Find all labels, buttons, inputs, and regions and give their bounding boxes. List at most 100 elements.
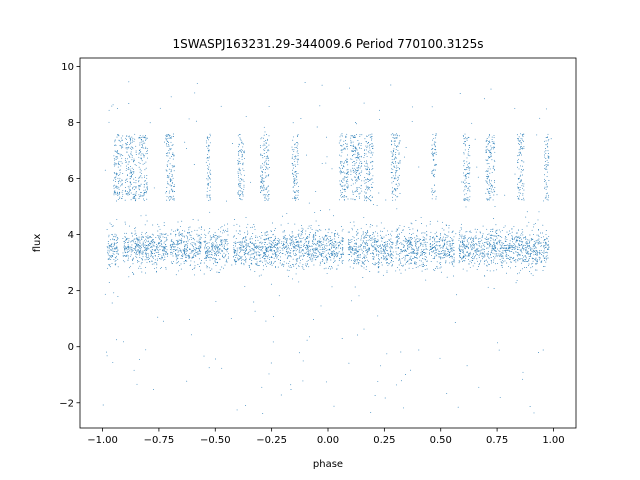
data-point [376,253,378,255]
data-point [250,250,252,252]
data-point [528,253,530,255]
data-point [432,250,434,252]
data-point [265,188,267,190]
data-point [466,246,468,248]
data-point [500,264,502,266]
data-point [408,241,410,243]
data-point [306,253,308,255]
data-point [287,222,289,224]
data-point [470,246,472,248]
data-point [237,176,239,178]
data-point [169,135,171,137]
data-point [208,169,210,171]
data-point [148,253,150,255]
data-point [139,151,141,153]
data-point [135,198,137,200]
data-point [180,250,182,252]
data-point [401,232,403,234]
data-point [186,238,188,240]
data-point [131,248,133,250]
data-point [167,183,168,185]
data-point [134,246,136,248]
data-point [254,244,256,246]
data-point [209,250,211,252]
data-point [170,179,172,181]
data-point [132,263,134,265]
data-point [542,270,544,272]
data-point [268,237,270,239]
data-point [243,254,245,256]
data-point [299,237,301,239]
data-point [148,257,150,259]
data-point [267,156,269,158]
data-point [285,245,287,247]
data-point [208,246,210,248]
data-point [165,234,167,236]
data-point [290,250,292,252]
data-point [275,237,276,239]
data-point [264,156,266,158]
data-point [237,160,239,161]
data-point [391,258,393,259]
data-point [307,248,309,250]
data-point [387,250,389,252]
data-point [269,264,271,266]
data-point [349,247,351,249]
data-point [264,232,266,234]
data-point [142,140,144,142]
data-point [107,252,109,254]
data-point [459,234,461,235]
data-point [320,253,322,255]
data-point [334,250,335,252]
data-point [130,246,132,248]
data-point [426,249,428,250]
data-point [448,248,450,250]
data-point [179,249,181,251]
data-point [500,261,502,263]
data-point [247,245,249,247]
data-point [238,153,240,155]
data-point [247,230,249,232]
data-point [134,164,136,166]
data-point [115,157,117,159]
data-point [290,256,292,258]
data-point [348,231,350,233]
data-point [170,171,172,173]
data-point [330,236,331,238]
data-point [243,246,245,247]
data-point [407,260,409,262]
data-point [198,246,200,248]
data-point [162,233,164,235]
data-point [261,235,263,236]
data-point [380,245,381,247]
data-point [298,265,299,267]
data-point [405,250,407,252]
data-point [239,169,240,171]
data-point [260,237,262,239]
data-point [313,251,315,253]
data-point [395,251,397,253]
data-point [195,255,197,256]
data-point [544,257,546,259]
data-point [513,260,515,262]
data-point [536,253,538,254]
data-point [298,244,300,246]
data-point [147,157,148,159]
data-point [491,262,492,264]
data-point [128,225,130,227]
data-point [138,156,140,158]
data-point [512,247,514,248]
data-point [282,249,284,251]
data-point [461,240,463,242]
data-point [327,249,329,251]
data-point [545,256,547,258]
data-point [421,232,423,234]
data-point [521,244,523,246]
data-point [166,191,168,193]
data-point [246,226,248,228]
data-points [102,81,552,415]
data-point [296,179,298,181]
data-point [267,251,269,253]
data-point [410,238,412,240]
data-point [246,242,248,244]
